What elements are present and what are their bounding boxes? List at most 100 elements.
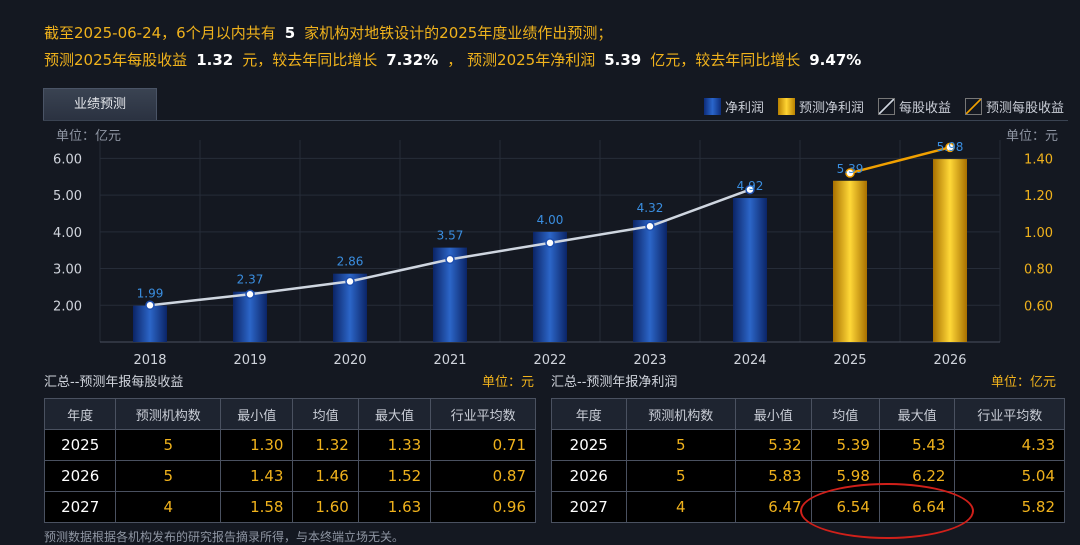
legend-label: 预测净利润 xyxy=(798,101,864,116)
year-cell: 2027 xyxy=(551,491,627,523)
forecast-eps-line xyxy=(849,146,951,175)
net-profit-growth-value: 9.47% xyxy=(809,51,862,69)
count-cell: 5 xyxy=(625,429,737,461)
count-cell: 4 xyxy=(115,491,222,523)
industry-avg-cell: 5.04 xyxy=(954,460,1065,492)
np-panel-title: 汇总--预测年报净利润 xyxy=(551,375,678,390)
col-header: 最小值 xyxy=(735,398,812,430)
x-tick-label: 2021 xyxy=(433,353,466,368)
count-cell: 5 xyxy=(115,460,222,492)
col-header: 行业平均数 xyxy=(430,398,536,430)
eps-point xyxy=(445,254,455,265)
legend-net-profit[interactable]: 净利润 xyxy=(703,97,764,116)
highlight-annotation-circle xyxy=(800,483,974,539)
net-profit-bar xyxy=(633,220,667,342)
net-profit-bar xyxy=(133,305,167,342)
summary-line-1: 截至2025-06-24，6个月以内共有 5 家机构对地铁设计的2025年度业绩作出… xyxy=(44,20,870,47)
max-cell: 1.52 xyxy=(357,460,432,492)
max-cell: 1.63 xyxy=(357,491,432,523)
legend-forecast-net-profit[interactable]: 预测净利润 xyxy=(777,97,864,116)
col-header: 均值 xyxy=(810,398,880,430)
col-header: 最小值 xyxy=(220,398,294,430)
eps-panel-title: 汇总--预测年报每股收益 xyxy=(44,375,184,390)
eps-growth-value: 7.32% xyxy=(386,51,439,69)
legend-label: 每股收益 xyxy=(898,101,951,116)
max-cell: 1.33 xyxy=(357,429,432,461)
col-header: 年度 xyxy=(551,398,627,430)
industry-avg-cell: 0.71 xyxy=(430,429,536,461)
min-cell: 1.43 xyxy=(220,460,294,492)
min-cell: 1.58 xyxy=(220,491,294,523)
eps-point xyxy=(745,184,755,195)
x-tick-label: 2019 xyxy=(233,353,266,368)
min-cell: 6.47 xyxy=(735,491,812,523)
bar-value-label: 2.37 xyxy=(237,273,264,287)
tab-performance-forecast[interactable]: 业绩预测 xyxy=(43,88,157,121)
eps-point xyxy=(145,300,155,311)
np-panel-unit: 单位：亿元 xyxy=(991,375,1057,390)
legend-forecast-eps[interactable]: 预测每股收益 xyxy=(964,97,1064,116)
forecast-net-profit-value: 5.39 xyxy=(604,51,642,69)
x-tick-label: 2020 xyxy=(333,353,366,368)
x-tick-label: 2026 xyxy=(933,353,966,368)
y2-tick-label: 1.20 xyxy=(1024,189,1053,204)
summary-text: 亿元，较去年同比增长 xyxy=(650,51,801,69)
table-row: 2025 5 1.30 1.32 1.33 0.71 xyxy=(43,429,536,461)
y-tick-label: 4.00 xyxy=(53,226,82,241)
bar-value-label: 2.86 xyxy=(337,255,364,269)
net-profit-bar xyxy=(533,231,567,342)
forecast-eps-point xyxy=(845,168,855,178)
net-profit-bar xyxy=(733,198,767,342)
min-cell: 5.32 xyxy=(735,429,812,461)
right-axis-unit: 单位：元 xyxy=(1005,129,1058,144)
table-row: 2026 5 1.43 1.46 1.52 0.87 xyxy=(43,460,536,492)
eps-forecast-table: 年度 预测机构数 最小值 均值 最大值 行业平均数 2025 5 1.30 1.… xyxy=(43,398,536,523)
max-cell: 5.43 xyxy=(878,429,956,461)
col-header: 预测机构数 xyxy=(625,398,737,430)
summary-text: ， 预测2025年净利润 xyxy=(447,51,596,69)
bar-value-label: 5.39 xyxy=(837,162,864,176)
eps-point xyxy=(545,238,555,248)
mean-cell: 5.39 xyxy=(810,429,880,461)
bar-value-label: 1.99 xyxy=(137,287,164,301)
y2-tick-label: 1.40 xyxy=(1024,152,1053,167)
eps-point xyxy=(245,289,255,300)
y2-tick-label: 1.00 xyxy=(1024,226,1053,241)
col-header: 均值 xyxy=(292,398,359,430)
forecast-eps-point xyxy=(945,142,955,153)
min-cell: 5.83 xyxy=(735,460,812,492)
net-profit-bar xyxy=(233,291,267,342)
orange-line-swatch-icon xyxy=(964,98,982,115)
count-cell: 5 xyxy=(625,460,737,492)
summary-line-2: 预测2025年每股收益 1.32 元，较去年同比增长 7.32% ， 预测2025年净利… xyxy=(44,47,870,74)
net-profit-forecast-table: 年度 预测机构数 最小值 均值 最大值 行业平均数 2025 5 5.32 5.… xyxy=(551,398,1065,523)
x-tick-label: 2018 xyxy=(133,353,166,368)
year-cell: 2026 xyxy=(551,460,627,492)
forecast-summary: 截至2025-06-24，6个月以内共有 5 家机构对地铁设计的2025年度业绩作出… xyxy=(44,20,870,74)
industry-avg-cell: 4.33 xyxy=(954,429,1065,461)
y-tick-label: 6.00 xyxy=(53,152,82,167)
summary-text: 家机构对地铁设计的2025年度业绩作出预测； xyxy=(304,24,613,42)
bar-value-label: 3.57 xyxy=(437,229,464,243)
legend-eps[interactable]: 每股收益 xyxy=(877,97,951,116)
col-header: 年度 xyxy=(43,398,117,430)
blue-bar-swatch-icon xyxy=(703,98,721,115)
industry-avg-cell: 0.87 xyxy=(430,460,536,492)
legend-label: 预测每股收益 xyxy=(985,101,1064,116)
min-cell: 1.30 xyxy=(220,429,294,461)
mean-cell: 1.46 xyxy=(292,460,359,492)
year-cell: 2025 xyxy=(43,429,117,461)
y-tick-label: 2.00 xyxy=(53,299,82,314)
x-tick-label: 2022 xyxy=(533,353,566,368)
year-cell: 2027 xyxy=(43,491,117,523)
x-tick-label: 2024 xyxy=(733,353,766,368)
eps-panel-unit: 单位：元 xyxy=(482,375,535,390)
col-header: 预测机构数 xyxy=(115,398,222,430)
table-row: 2025 5 5.32 5.39 5.43 4.33 xyxy=(551,429,1065,461)
summary-text: 截至2025-06-24，6个月以内共有 xyxy=(44,24,276,42)
y2-tick-label: 0.80 xyxy=(1024,263,1053,278)
col-header: 行业平均数 xyxy=(954,398,1065,430)
count-cell: 5 xyxy=(115,429,222,461)
year-cell: 2025 xyxy=(551,429,627,461)
